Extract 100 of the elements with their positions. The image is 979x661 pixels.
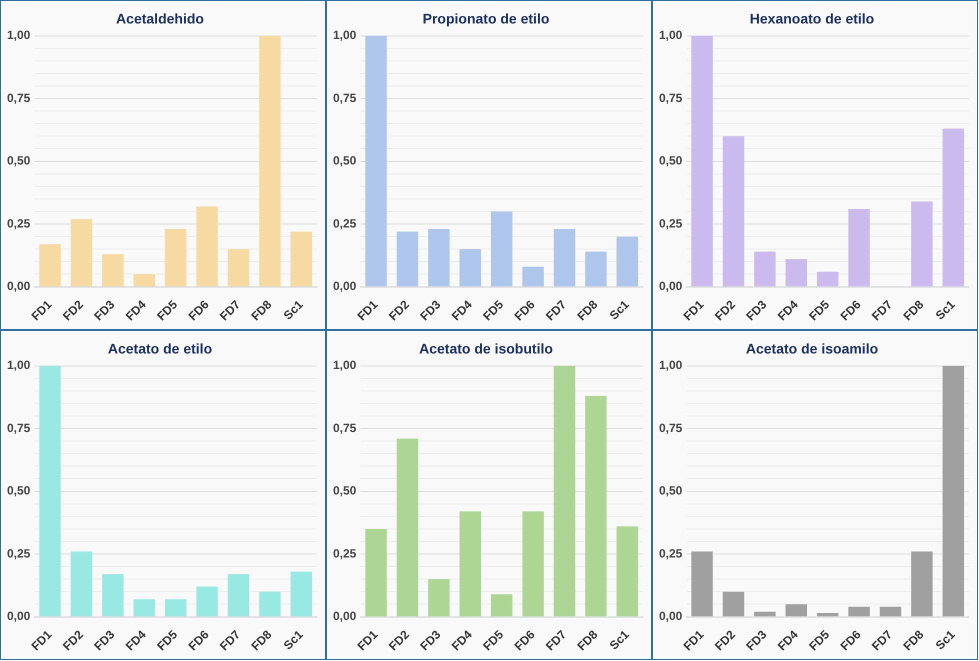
bar — [691, 552, 713, 616]
bar — [164, 229, 186, 286]
bar — [134, 274, 156, 286]
y-tick-label: 1,00 — [6, 358, 31, 372]
y-tick-label: 1,00 — [332, 28, 357, 42]
bar — [554, 366, 576, 616]
x-tick-label: FD2 — [60, 297, 86, 324]
bar — [522, 511, 544, 616]
bar — [786, 259, 808, 286]
bar — [816, 272, 838, 286]
bar — [848, 606, 870, 616]
x-tick-label: FD1 — [680, 297, 707, 324]
bar — [786, 604, 808, 616]
bar — [880, 606, 902, 616]
y-tick-label: 0,00 — [6, 609, 31, 624]
bar — [365, 36, 387, 286]
x-tick-label: FD3 — [417, 627, 444, 654]
bar — [102, 574, 124, 616]
bar — [942, 366, 964, 616]
y-tick-label: 0,75 — [658, 420, 683, 435]
x-tick-label: FD1 — [354, 297, 381, 324]
bar — [490, 211, 512, 286]
x-tick-label: FD2 — [712, 297, 738, 324]
bar — [102, 254, 124, 286]
x-tick-label: FD1 — [680, 627, 707, 654]
bar — [290, 572, 312, 616]
x-tick-label: FD8 — [574, 627, 601, 654]
y-tick-label: 0,50 — [658, 154, 683, 168]
y-tick-label: 0,00 — [332, 609, 357, 624]
bar — [70, 219, 92, 286]
bar — [722, 592, 744, 616]
y-tick-label: 0,75 — [658, 90, 683, 105]
x-tick-label: FD8 — [248, 627, 275, 654]
chart-title: Hexanoato de etilo — [750, 10, 874, 26]
bar — [616, 526, 638, 616]
x-tick-label: FD8 — [900, 627, 927, 654]
bar — [848, 208, 870, 286]
y-tick-label: 0,00 — [658, 609, 683, 624]
bar — [460, 511, 482, 616]
bar — [816, 613, 838, 616]
bar — [164, 599, 186, 616]
x-tick-label: FD6 — [512, 297, 538, 324]
x-tick-label: Sc1 — [932, 627, 958, 652]
y-tick-label: 0,25 — [332, 546, 357, 560]
bar — [942, 128, 964, 286]
y-tick-label: 0,75 — [332, 90, 357, 105]
bar — [585, 252, 607, 286]
bar — [754, 252, 776, 286]
x-tick-label: FD6 — [838, 627, 864, 654]
chart-title: Acetato de isobutilo — [419, 340, 553, 356]
x-tick-label: FD1 — [354, 627, 381, 654]
bar — [554, 229, 576, 286]
bar — [39, 366, 61, 616]
chart-title: Acetato de etilo — [108, 340, 212, 356]
y-tick-label: 0,25 — [6, 546, 31, 560]
bar — [196, 586, 218, 616]
y-tick-label: 1,00 — [332, 358, 357, 372]
x-tick-label: FD3 — [743, 297, 770, 324]
bar — [460, 249, 482, 286]
x-tick-label: FD8 — [574, 297, 601, 324]
bar — [196, 206, 218, 286]
x-tick-label: FD2 — [712, 627, 738, 654]
bar — [39, 244, 61, 286]
y-tick-label: 0,50 — [332, 484, 357, 498]
x-tick-label: Sc1 — [606, 297, 632, 322]
x-tick-label: FD6 — [512, 627, 538, 654]
x-tick-label: FD3 — [91, 297, 118, 324]
y-tick-label: 1,00 — [658, 28, 683, 42]
bar — [911, 201, 933, 286]
y-tick-label: 0,75 — [6, 90, 31, 105]
y-tick-label: 1,00 — [658, 358, 683, 372]
y-tick-label: 0,50 — [658, 484, 683, 498]
bar — [228, 574, 250, 616]
bar — [259, 592, 281, 616]
x-tick-label: Sc1 — [606, 627, 632, 652]
bar — [70, 552, 92, 616]
bar — [228, 249, 250, 286]
chart-title: Propionato de etilo — [422, 10, 550, 26]
y-tick-label: 0,50 — [6, 154, 31, 168]
y-tick-label: 0,25 — [332, 216, 357, 230]
bar — [428, 579, 450, 616]
bar — [396, 232, 418, 286]
x-tick-label: FD3 — [743, 627, 770, 654]
y-tick-label: 1,00 — [6, 28, 31, 42]
bar — [290, 232, 312, 286]
bar — [490, 594, 512, 616]
bar — [428, 229, 450, 286]
y-tick-label: 0,75 — [332, 420, 357, 435]
x-tick-label: FD1 — [28, 627, 55, 654]
bar — [754, 612, 776, 616]
x-tick-label: FD2 — [60, 627, 86, 654]
y-tick-label: 0,50 — [6, 484, 31, 498]
chart-title: Acetaldehido — [116, 10, 204, 26]
x-tick-label: FD3 — [91, 627, 118, 654]
x-tick-label: FD6 — [838, 297, 864, 324]
x-tick-label: FD8 — [248, 297, 275, 324]
bar — [365, 528, 387, 616]
x-tick-label: FD2 — [386, 627, 412, 654]
bar — [259, 36, 281, 286]
y-tick-label: 0,00 — [658, 279, 683, 294]
